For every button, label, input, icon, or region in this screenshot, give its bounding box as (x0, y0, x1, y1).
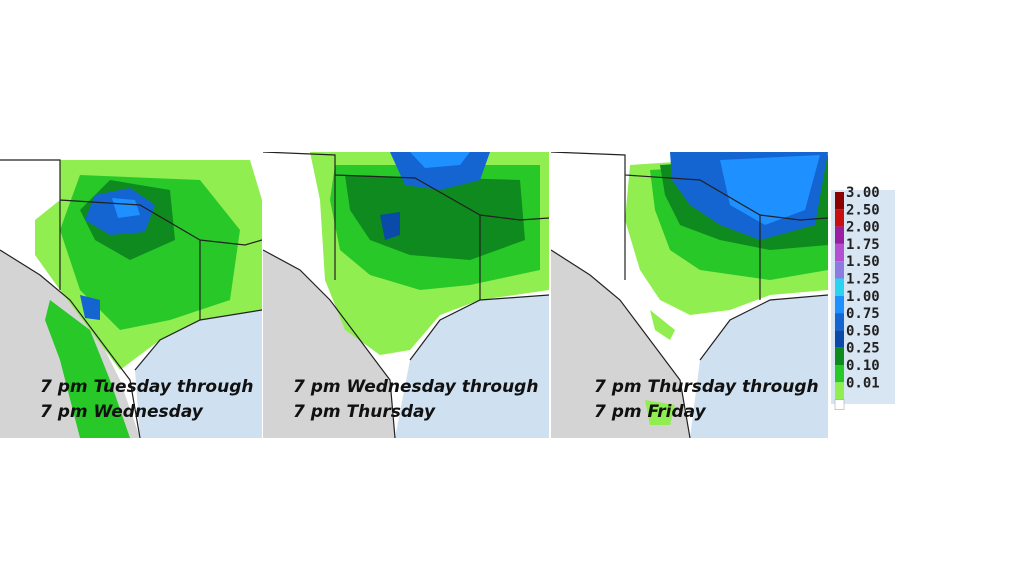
map-panel (0, 158, 262, 438)
map-panel (551, 152, 828, 438)
panel-caption: 7 pm Thursday through (594, 377, 819, 397)
panel-caption: 7 pm Thursday (293, 402, 436, 422)
legend-label: 0.75 (846, 306, 880, 322)
legend-swatch (835, 192, 844, 210)
legend-swatch (835, 382, 844, 400)
legend-swatch (835, 278, 844, 296)
captions: 7 pm Tuesday through 7 pm Wednesday 7 pm W… (40, 377, 819, 422)
panel-caption: 7 pm Tuesday through (40, 377, 254, 397)
map-panel (263, 152, 549, 438)
legend-swatch (834, 399, 845, 410)
legend-label: 0.50 (846, 323, 880, 339)
legend-swatch (835, 330, 844, 348)
legend-swatch (835, 261, 844, 279)
legend-label: 1.75 (846, 237, 880, 253)
legend-label: 3.00 (846, 185, 880, 201)
panel-caption: 7 pm Friday (594, 402, 707, 422)
legend-swatch (835, 209, 844, 227)
legend-label: 0.25 (846, 341, 880, 357)
legend-swatch (835, 365, 844, 383)
legend-label: 2.00 (846, 220, 880, 236)
legend-label: 1.00 (846, 289, 880, 305)
legend-label: 0.01 (846, 375, 880, 391)
legend-label: 0.10 (846, 358, 880, 374)
legend-swatch (835, 295, 844, 314)
legend-label: 1.25 (846, 272, 880, 288)
legend-swatch (835, 243, 844, 262)
legend-swatch (835, 313, 844, 331)
legend-swatch (835, 226, 844, 244)
legend: 3.002.50 2.001.751.50 1.251.000.750.50 0.25… (834, 185, 880, 410)
legend-label: 2.50 (846, 202, 880, 218)
panel-caption: 7 pm Wednesday through (293, 377, 538, 397)
legend-swatch (835, 347, 844, 365)
panel-caption: 7 pm Wednesday (40, 402, 204, 422)
legend-label: 1.50 (846, 254, 880, 270)
